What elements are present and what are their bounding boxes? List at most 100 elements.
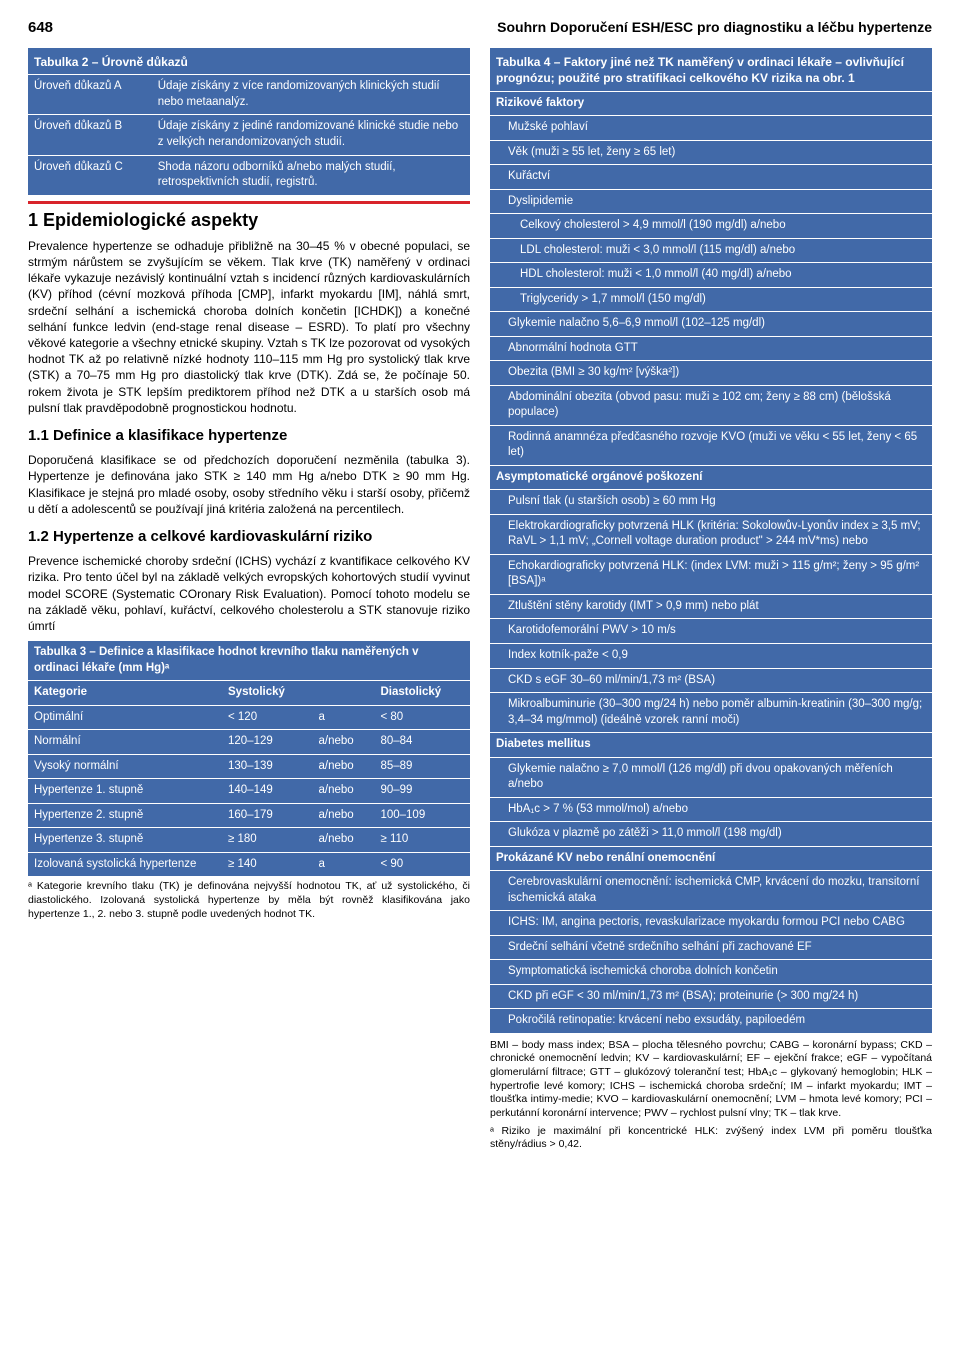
table-row: Úroveň důkazů BÚdaje získány z jediné ra…	[28, 115, 470, 155]
table-row: ICHS: IM, angina pectoris, revaskulariza…	[490, 911, 932, 936]
list-item: Triglyceridy > 1,7 mmol/l (150 mg/dl)	[490, 287, 932, 312]
table-row: Srdeční selhání včetně srdečního selhání…	[490, 935, 932, 960]
table-4-footnote-a: ᵃ Riziko je maximální při koncentrické H…	[490, 1125, 932, 1152]
group-header: Asymptomatické orgánové poškození	[490, 465, 932, 490]
list-item: Kuřáctví	[490, 165, 932, 190]
table-row: Hypertenze 3. stupně≥ 180a/nebo≥ 110	[28, 828, 470, 853]
table-row: CKD při eGF < 30 ml/min/1,73 m² (BSA); p…	[490, 984, 932, 1009]
list-item: Index kotník-paže < 0,9	[490, 644, 932, 669]
table-row: Optimální< 120a< 80	[28, 705, 470, 730]
table-row: Cerebrovaskulární onemocnění: ischemická…	[490, 871, 932, 911]
table-3-footnote: ᵃ Kategorie krevního tlaku (TK) je defin…	[28, 880, 470, 921]
table-row: Pokročilá retinopatie: krvácení nebo exs…	[490, 1009, 932, 1033]
table-row: Úroveň důkazů AÚdaje získány z více rand…	[28, 75, 470, 115]
table-4-caption: Tabulka 4 – Faktory jiné než TK naměřený…	[490, 48, 932, 91]
section-1-2-heading: 1.2 Hypertenze a celkové kardiovaskulárn…	[28, 527, 470, 547]
list-item: Věk (muži ≥ 55 let, ženy ≥ 65 let)	[490, 140, 932, 165]
table-row: Symptomatická ischemická choroba dolních…	[490, 960, 932, 985]
table-row: Dyslipidemie	[490, 189, 932, 214]
table-row: Věk (muži ≥ 55 let, ženy ≥ 65 let)	[490, 140, 932, 165]
table-row: Normální120–129a/nebo80–84	[28, 730, 470, 755]
section-1-1-heading: 1.1 Definice a klasifikace hypertenze	[28, 426, 470, 446]
table-row: Úroveň důkazů CShoda názoru odborníků a/…	[28, 155, 470, 195]
table-2: Tabulka 2 – Úrovně důkazů Úroveň důkazů …	[28, 48, 470, 194]
table-row: LDL cholesterol: muži < 3,0 mmol/l (115 …	[490, 238, 932, 263]
two-column-layout: Tabulka 2 – Úrovně důkazů Úroveň důkazů …	[28, 48, 932, 1152]
section-1-text: Prevalence hypertenze se odhaduje přibli…	[28, 238, 470, 416]
table-row: Obezita (BMI ≥ 30 kg/m² [výška²])	[490, 361, 932, 386]
group-header: Prokázané KV nebo renální onemocnění	[490, 846, 932, 871]
table-3-caption: Tabulka 3 – Definice a klasifikace hodno…	[28, 641, 470, 681]
list-item: ICHS: IM, angina pectoris, revaskulariza…	[490, 911, 932, 936]
table-3: Tabulka 3 – Definice a klasifikace hodno…	[28, 641, 470, 876]
table-row: Izolovaná systolická hypertenze≥ 140a< 9…	[28, 852, 470, 876]
table-row: Hypertenze 1. stupně140–149a/nebo90–99	[28, 779, 470, 804]
table-row: Glukóza v plazmě po zátěži > 11,0 mmol/l…	[490, 822, 932, 847]
table-row: Rizikové faktory	[490, 91, 932, 116]
table-2-caption: Tabulka 2 – Úrovně důkazů	[28, 48, 470, 75]
table-4-footnote: BMI – body mass index; BSA – plocha těle…	[490, 1039, 932, 1121]
table-row: Ztluštění stěny karotidy (IMT > 0,9 mm) …	[490, 594, 932, 619]
list-item: Celkový cholesterol > 4,9 mmol/l (190 mg…	[490, 214, 932, 239]
group-header: Rizikové faktory	[490, 91, 932, 116]
list-item: LDL cholesterol: muži < 3,0 mmol/l (115 …	[490, 238, 932, 263]
table-4: Tabulka 4 – Faktory jiné než TK naměřený…	[490, 48, 932, 1033]
list-item: Glykemie nalačno 5,6–6,9 mmol/l (102–125…	[490, 312, 932, 337]
table-row: CKD s eGF 30–60 ml/min/1,73 m² (BSA)	[490, 668, 932, 693]
list-item: Cerebrovaskulární onemocnění: ischemická…	[490, 871, 932, 911]
list-item: Pokročilá retinopatie: krvácení nebo exs…	[490, 1009, 932, 1033]
list-item: Obezita (BMI ≥ 30 kg/m² [výška²])	[490, 361, 932, 386]
list-item: HbA₁c > 7 % (53 mmol/mol) a/nebo	[490, 797, 932, 822]
list-item: CKD s eGF 30–60 ml/min/1,73 m² (BSA)	[490, 668, 932, 693]
section-1-1-text: Doporučená klasifikace se od předchozích…	[28, 452, 470, 517]
list-item: Elektrokardiograficky potvrzená HLK (kri…	[490, 514, 932, 554]
table-row: Celkový cholesterol > 4,9 mmol/l (190 mg…	[490, 214, 932, 239]
list-item: Mužské pohlaví	[490, 116, 932, 141]
list-item: Dyslipidemie	[490, 189, 932, 214]
table-row: Elektrokardiograficky potvrzená HLK (kri…	[490, 514, 932, 554]
table-row: Abdominální obezita (obvod pasu: muži ≥ …	[490, 385, 932, 425]
list-item: HDL cholesterol: muži < 1,0 mmol/l (40 m…	[490, 263, 932, 288]
list-item: Ztluštění stěny karotidy (IMT > 0,9 mm) …	[490, 594, 932, 619]
list-item: Rodinná anamnéza předčasného rozvoje KVO…	[490, 425, 932, 465]
list-item: Pulsní tlak (u starších osob) ≥ 60 mm Hg	[490, 490, 932, 515]
right-column: Tabulka 4 – Faktory jiné než TK naměřený…	[490, 48, 932, 1152]
group-header: Diabetes mellitus	[490, 733, 932, 758]
table-row: Pulsní tlak (u starších osob) ≥ 60 mm Hg	[490, 490, 932, 515]
list-item: CKD při eGF < 30 ml/min/1,73 m² (BSA); p…	[490, 984, 932, 1009]
table-row: Kuřáctví	[490, 165, 932, 190]
table-row: Vysoký normální130–139a/nebo85–89	[28, 754, 470, 779]
table-row: Triglyceridy > 1,7 mmol/l (150 mg/dl)	[490, 287, 932, 312]
table-row: HbA₁c > 7 % (53 mmol/mol) a/nebo	[490, 797, 932, 822]
table-row: Asymptomatické orgánové poškození	[490, 465, 932, 490]
page: 648 Souhrn Doporučení ESH/ESC pro diagno…	[0, 0, 960, 1180]
table-row: Mužské pohlaví	[490, 116, 932, 141]
list-item: Abnormální hodnota GTT	[490, 336, 932, 361]
section-1-heading: 1 Epidemiologické aspekty	[28, 208, 470, 232]
section-1-2-text: Prevence ischemické choroby srdeční (ICH…	[28, 553, 470, 634]
list-item: Srdeční selhání včetně srdečního selhání…	[490, 935, 932, 960]
table-row: HDL cholesterol: muži < 1,0 mmol/l (40 m…	[490, 263, 932, 288]
section-rule	[28, 201, 470, 204]
list-item: Symptomatická ischemická choroba dolních…	[490, 960, 932, 985]
left-column: Tabulka 2 – Úrovně důkazů Úroveň důkazů …	[28, 48, 470, 1152]
list-item: Glukóza v plazmě po zátěži > 11,0 mmol/l…	[490, 822, 932, 847]
table-row: Abnormální hodnota GTT	[490, 336, 932, 361]
table-row: Diabetes mellitus	[490, 733, 932, 758]
list-item: Glykemie nalačno ≥ 7,0 mmol/l (126 mg/dl…	[490, 757, 932, 797]
list-item: Mikroalbuminurie (30–300 mg/24 h) nebo p…	[490, 693, 932, 733]
page-title: Souhrn Doporučení ESH/ESC pro diagnostik…	[497, 18, 932, 37]
table-row: Prokázané KV nebo renální onemocnění	[490, 846, 932, 871]
table-row: Index kotník-paže < 0,9	[490, 644, 932, 669]
table-row: Echokardiograficky potvrzená HLK: (index…	[490, 554, 932, 594]
table-row: Karotidofemorální PWV > 10 m/s	[490, 619, 932, 644]
list-item: Abdominální obezita (obvod pasu: muži ≥ …	[490, 385, 932, 425]
page-number: 648	[28, 18, 53, 38]
list-item: Echokardiograficky potvrzená HLK: (index…	[490, 554, 932, 594]
page-header: 648 Souhrn Doporučení ESH/ESC pro diagno…	[28, 18, 932, 38]
table-row: Hypertenze 2. stupně160–179a/nebo100–109	[28, 803, 470, 828]
table-row: Glykemie nalačno 5,6–6,9 mmol/l (102–125…	[490, 312, 932, 337]
list-item: Karotidofemorální PWV > 10 m/s	[490, 619, 932, 644]
table-row: Kategorie Systolický Diastolický	[28, 681, 470, 706]
table-row: Rodinná anamnéza předčasného rozvoje KVO…	[490, 425, 932, 465]
